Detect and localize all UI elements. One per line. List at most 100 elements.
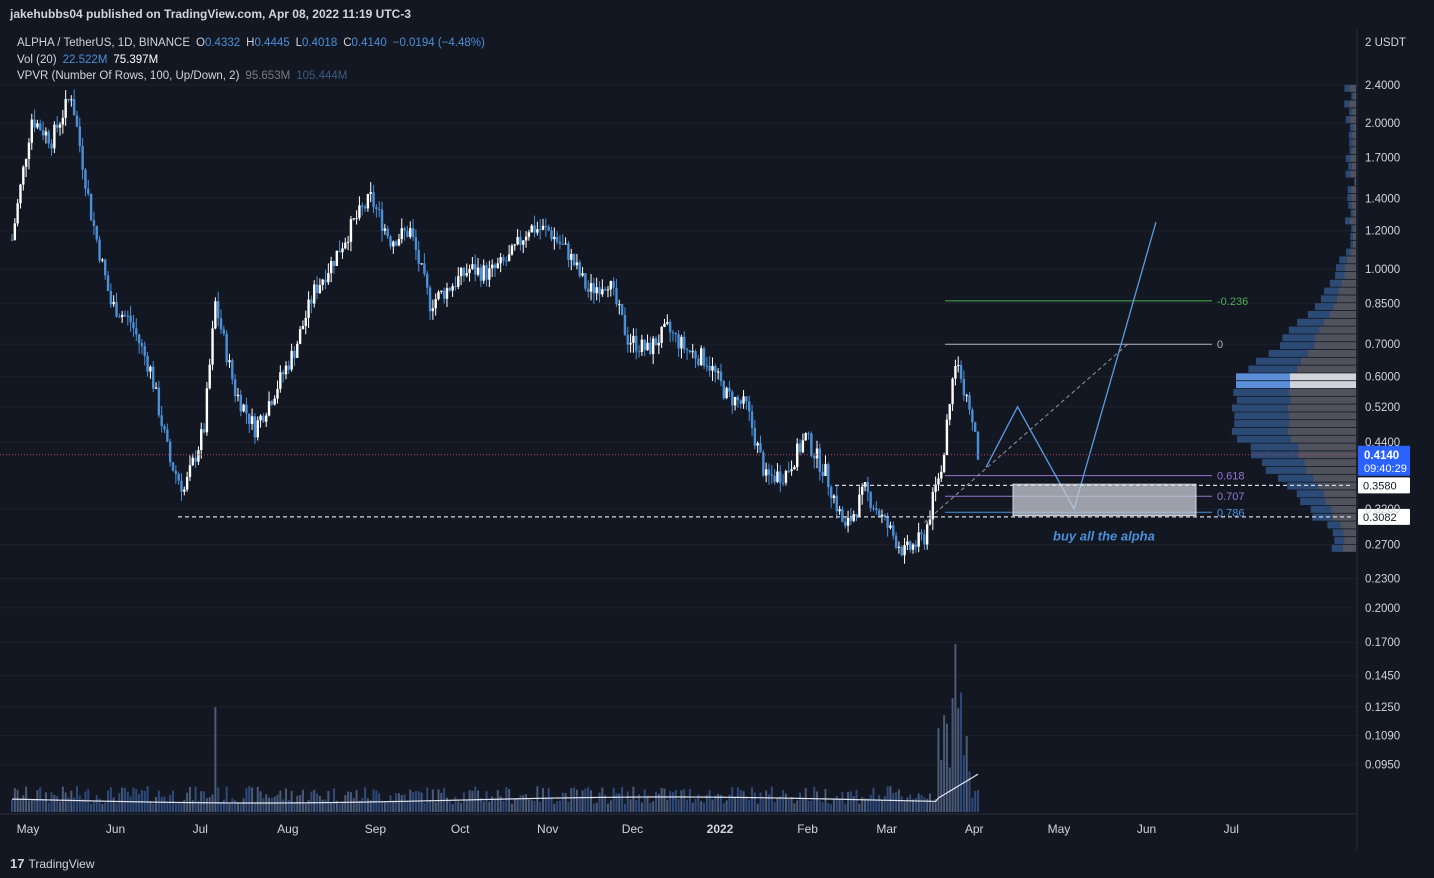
volume-bar	[98, 798, 101, 812]
volume-bar	[149, 800, 152, 812]
fib-label: -0.236	[1217, 296, 1248, 308]
y-tick-label: 0.3200	[1365, 504, 1400, 516]
candle-body	[578, 262, 581, 276]
candle-body	[143, 346, 146, 356]
volume-bar	[912, 799, 915, 812]
vpvr-bar-down	[1288, 388, 1356, 396]
candle-body	[609, 281, 613, 290]
candle-body	[894, 535, 898, 548]
x-tick-label: 2022	[707, 822, 734, 836]
volume-bar	[70, 790, 73, 812]
candle-body	[860, 486, 864, 495]
volume-bar	[296, 795, 299, 812]
candle-body	[296, 343, 299, 358]
price-axis[interactable]: 2.4000 2.0000 1.7000 1.4000 1.2000 1.0000 0.85…	[1365, 80, 1400, 772]
volume-bar	[310, 791, 313, 812]
volume-bar	[488, 801, 491, 812]
vpvr-bar-down	[1344, 537, 1356, 545]
volume-bar	[544, 797, 547, 812]
time-axis[interactable]: May Jun Jul Aug Sep Oct Nov Dec 2022 Feb Mar Apr May…	[17, 822, 1239, 836]
volume-bar	[892, 792, 895, 812]
candle-body	[832, 495, 836, 499]
volume-bar	[220, 802, 223, 812]
volume-bar	[556, 801, 559, 812]
candle-body	[863, 482, 867, 487]
volume-bar	[847, 791, 850, 812]
volume-bar	[282, 799, 285, 812]
candle-body	[697, 358, 700, 366]
candle-body	[36, 123, 39, 128]
candle-body	[92, 220, 96, 226]
candle-body	[50, 143, 53, 149]
volume-bar	[335, 800, 338, 812]
volume-bar	[426, 787, 429, 812]
volume-bar	[42, 799, 45, 812]
candle-body	[541, 225, 545, 230]
volume-bar	[174, 802, 177, 812]
candle-body	[440, 290, 443, 292]
candle-body	[493, 264, 497, 268]
candle-body	[72, 99, 76, 116]
volume-bar	[525, 794, 528, 812]
vpvr-bar-up	[1307, 310, 1330, 318]
candle-body	[680, 336, 683, 349]
volume-bar	[36, 790, 39, 812]
volume-bar	[612, 787, 615, 812]
candle-body	[352, 218, 355, 220]
volume-bar	[700, 801, 703, 812]
candle-body	[329, 260, 333, 274]
candle-body	[519, 236, 522, 245]
candle-body	[796, 443, 799, 468]
candle-body	[651, 338, 655, 354]
candle-body	[98, 239, 101, 261]
volume-bar	[719, 794, 722, 812]
vpvr-bar-down	[1351, 186, 1356, 194]
candle-body	[400, 228, 403, 240]
price-chart[interactable]: -0.236 0 0.618 0.707 0.786 0.3580 0.3082 0.414…	[0, 28, 1434, 850]
candle-body	[773, 475, 776, 482]
volume-bar	[655, 791, 657, 812]
vpvr-bar-down	[1298, 451, 1356, 459]
volume-bar	[56, 796, 59, 812]
candle-body	[335, 250, 339, 266]
candle-body	[154, 387, 158, 389]
candle-body	[290, 350, 293, 370]
volume-bar	[779, 796, 782, 812]
candle-body	[903, 545, 906, 556]
volume-bar	[11, 799, 13, 812]
candle-body	[699, 348, 703, 366]
candle-body	[372, 192, 375, 208]
vpvr-bar-down	[1289, 412, 1356, 420]
volume-bar	[688, 789, 691, 812]
candle-body	[327, 273, 330, 283]
volume-bar	[742, 791, 745, 812]
candle-body	[603, 289, 607, 291]
volume-bar	[177, 803, 180, 812]
volume-bar	[152, 803, 155, 812]
candle-body	[646, 342, 649, 351]
y-tick-label: 0.7000	[1365, 339, 1400, 351]
candle-body	[273, 398, 276, 405]
volume-bar	[191, 800, 194, 812]
candle-body	[688, 350, 692, 352]
volume-bar	[635, 800, 638, 812]
vpvr-bar-up	[1344, 84, 1350, 92]
vpvr-bar-down	[1342, 544, 1356, 552]
candle-body	[386, 228, 389, 237]
candle-body	[612, 281, 615, 288]
candle-body	[349, 219, 353, 242]
vpvr-bar-down	[1352, 139, 1356, 147]
vpvr-bar-up	[1345, 170, 1351, 178]
volume-bar	[564, 793, 567, 812]
volume-bar	[333, 788, 335, 812]
candle-body	[471, 264, 474, 269]
vpvr-bar-down	[1350, 170, 1356, 178]
volume-bar	[135, 789, 138, 812]
candle-body	[725, 387, 728, 399]
volume-bar	[44, 792, 47, 812]
volume-bar	[50, 792, 53, 812]
vpvr-bar-down	[1349, 100, 1356, 108]
candle-body	[880, 514, 884, 517]
vpvr-bar-up	[1351, 225, 1354, 233]
candle-body	[55, 124, 59, 128]
